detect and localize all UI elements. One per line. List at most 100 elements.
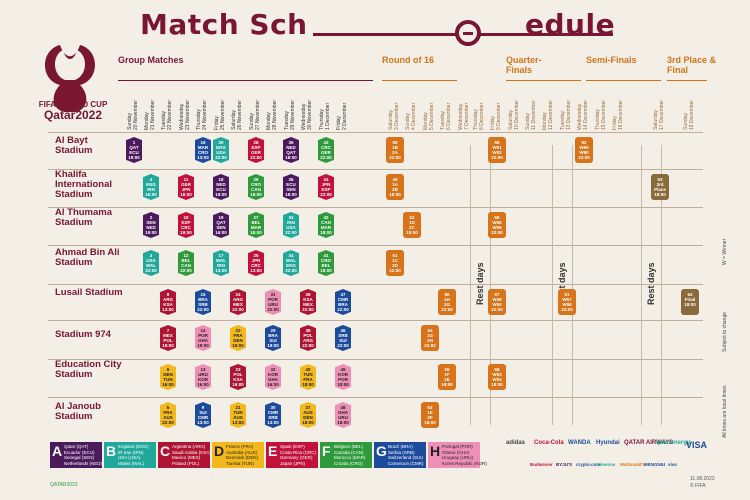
- date-column-14: Sunday 4 December: [405, 103, 417, 130]
- match-badge[interactable]: 20 ENG USA 22:00: [213, 137, 229, 163]
- match-badge[interactable]: 23 POL KSA 16:00: [230, 364, 246, 390]
- match-badge[interactable]: 58 W55 W56 22:00: [488, 212, 506, 238]
- match-badge[interactable]: 39 KSA MEX 22:00: [300, 289, 316, 315]
- group-letter: E: [268, 443, 278, 459]
- match-badge[interactable]: 48 GHA URU 18:00: [335, 402, 351, 428]
- match-badge[interactable]: 54 1G 2H 22:00: [421, 325, 439, 351]
- match-badge[interactable]: 63 3rd Place 18:00: [651, 174, 669, 200]
- match-badge[interactable]: 24 ARG MEX 22:00: [230, 289, 246, 315]
- match-badge[interactable]: 25 JPN CRC 13:00: [248, 250, 264, 276]
- match-badge[interactable]: 49 1A 2B 18:00: [386, 174, 404, 200]
- match-badge[interactable]: 50 1B 2A 22:00: [386, 137, 404, 163]
- match-team-line: W57: [562, 297, 572, 302]
- match-badge[interactable]: 16 MAR CRO 13:00: [195, 137, 211, 163]
- match-badge[interactable]: 29 BRA SUI 19:00: [265, 325, 281, 351]
- group-letter: B: [106, 443, 117, 459]
- match-number: 33: [288, 215, 294, 220]
- match-badge[interactable]: 4 ENG IRN 16:00: [143, 174, 159, 200]
- match-number: 41: [323, 253, 329, 258]
- match-teams: WAL ENG: [283, 258, 299, 268]
- match-teams: W57 W58: [558, 297, 576, 307]
- date-date: 1 December: [324, 102, 331, 130]
- match-time: 18:00: [654, 192, 666, 197]
- match-badge[interactable]: 6 DEN TUN 16:00: [160, 364, 176, 390]
- match-number: 23: [235, 367, 241, 372]
- match-number: 25: [253, 253, 259, 258]
- date-date: 14 December: [582, 99, 589, 130]
- match-badge[interactable]: 40 TUN FRA 18:00: [300, 364, 316, 390]
- match-teams: GER JPN: [178, 182, 194, 192]
- match-badge[interactable]: 5 FRA AUS 22:00: [160, 402, 176, 428]
- match-badge[interactable]: 8 ARG KSA 13:00: [160, 289, 176, 315]
- match-badge[interactable]: 64 Final 18:00: [681, 289, 699, 315]
- match-badge[interactable]: 9 SUI CMR 13:00: [195, 402, 211, 428]
- date-date: 6 December: [445, 102, 452, 130]
- date-column-23: Tuesday 13 December: [560, 100, 572, 130]
- match-team-line: CMR: [197, 415, 209, 420]
- match-badge[interactable]: 43 CRC GER 22:00: [318, 137, 334, 163]
- match-team-line: ARG: [163, 297, 173, 302]
- match-badge[interactable]: 58 W53 W54 18:00: [488, 364, 506, 390]
- match-team-line: CRC: [321, 145, 331, 150]
- match-badge[interactable]: 15 BRA SRB 22:00: [195, 289, 211, 315]
- match-badge[interactable]: 46 SRB SUI 22:00: [335, 325, 351, 351]
- match-badge[interactable]: 52 1D 2C 18:00: [403, 212, 421, 238]
- match-badge[interactable]: 53 1E 2F 18:00: [421, 402, 439, 428]
- match-badge[interactable]: 18 NED ECU 19:00: [213, 174, 229, 200]
- match-badge[interactable]: 34 WAL ENG 22:00: [283, 250, 299, 276]
- match-team-line: ECU: [129, 150, 139, 155]
- match-badge[interactable]: 44 JPN ESP 22:00: [318, 174, 334, 200]
- match-time: 16:00: [232, 382, 244, 387]
- match-badge[interactable]: 7 MEX POL 19:00: [160, 325, 176, 351]
- match-badge[interactable]: 12 BEL CAN 22:00: [178, 250, 194, 276]
- match-badge[interactable]: 45 KOR POR 18:00: [335, 364, 351, 390]
- match-badge[interactable]: 47 CMR BRA 22:00: [335, 289, 351, 315]
- match-badge[interactable]: 36 ECU SEN 18:00: [283, 174, 299, 200]
- match-badge[interactable]: 37 AUS DEN 18:00: [300, 402, 316, 428]
- match-badge[interactable]: 21 TUN AUS 13:00: [230, 402, 246, 428]
- match-team-line: W59: [579, 145, 589, 150]
- match-badge[interactable]: 11 GER JPN 16:00: [178, 174, 194, 200]
- match-team-line: CMR: [337, 297, 349, 302]
- match-team-line: URU: [338, 415, 348, 420]
- match-badge[interactable]: 17 WAL IRN 13:00: [213, 250, 229, 276]
- match-badge[interactable]: 19 QAT SEN 16:00: [213, 212, 229, 238]
- match-badge[interactable]: 26 CRO CAN 19:00: [248, 174, 264, 200]
- match-number: 54: [427, 328, 433, 333]
- match-badge[interactable]: 35 NED QAT 18:00: [283, 137, 299, 163]
- match-badge[interactable]: 59 W51 W52 22:00: [488, 137, 506, 163]
- match-badge[interactable]: 33 IRN USA 22:00: [283, 212, 299, 238]
- match-team-line: W56: [492, 225, 502, 230]
- match-badge[interactable]: 22 FRA DEN 19:00: [230, 325, 246, 351]
- match-badge[interactable]: 3 USA WAL 22:00: [143, 250, 159, 276]
- match-number: 16: [200, 140, 206, 145]
- match-badge[interactable]: 13 URU KOR 16:00: [195, 364, 211, 390]
- match-badge[interactable]: 28 ESP GER 22:00: [248, 137, 264, 163]
- match-number: 40: [305, 367, 311, 372]
- match-teams: 1E 2F: [421, 410, 439, 420]
- match-teams: FRA DEN: [230, 333, 246, 343]
- match-badge[interactable]: 2 SEN NED 19:00: [143, 212, 159, 238]
- match-badge[interactable]: 55 1F 2E 18:00: [438, 364, 456, 390]
- match-badge[interactable]: 56 1H 2G 22:00: [438, 289, 456, 315]
- match-time: 13:00: [232, 420, 244, 425]
- match-badge[interactable]: 57 W49 W50 22:00: [488, 289, 506, 315]
- match-badge[interactable]: 61 W57 W58 22:00: [558, 289, 576, 315]
- match-teams: BRA SRB: [195, 297, 211, 307]
- match-badge[interactable]: 32 KOR GHA 16:00: [265, 364, 281, 390]
- match-badge[interactable]: 42 CAN MAR 18:00: [318, 212, 334, 238]
- match-number: 1: [132, 140, 136, 145]
- match-badge[interactable]: 30 CMR SRB 13:00: [265, 402, 281, 428]
- match-badge[interactable]: 62 W59 W60 22:00: [575, 137, 593, 163]
- match-badge[interactable]: 1 QAT ECU 19:00: [126, 137, 142, 163]
- rest-separator-b-0: [490, 145, 491, 425]
- match-badge[interactable]: 10 ESP CRC 19:00: [178, 212, 194, 238]
- date-date: 24 November: [201, 99, 208, 130]
- match-badge[interactable]: 51 1C 2D 22:00: [386, 250, 404, 276]
- match-badge[interactable]: 14 POR GHA 19:00: [195, 325, 211, 351]
- match-badge[interactable]: 27 BEL MAR 16:00: [248, 212, 264, 238]
- match-number: 22: [235, 328, 241, 333]
- match-badge[interactable]: 38 POL ARG 22:00: [300, 325, 316, 351]
- match-badge[interactable]: 31 POR URU 22:00: [265, 289, 281, 315]
- match-badge[interactable]: 41 CRO BEL 18:00: [318, 250, 334, 276]
